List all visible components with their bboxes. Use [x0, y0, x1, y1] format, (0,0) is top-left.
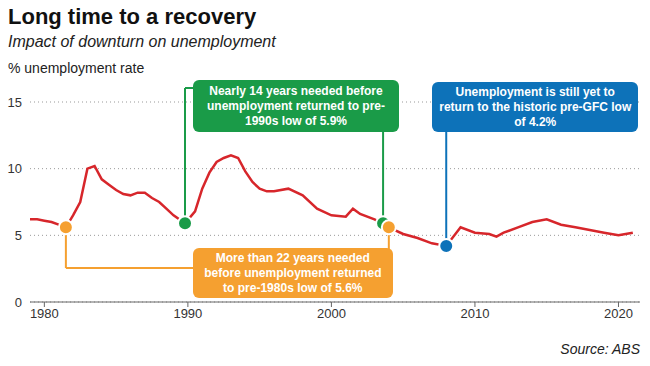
svg-text:5: 5 [15, 228, 22, 243]
svg-text:2010: 2010 [460, 306, 489, 321]
svg-text:10: 10 [8, 161, 22, 176]
svg-text:2020: 2020 [604, 306, 633, 321]
svg-text:2000: 2000 [317, 306, 346, 321]
html-text:Source: ABS: Source: ABS [560, 341, 640, 357]
svg-text:1990: 1990 [173, 306, 202, 321]
html-text:More than 22 years needed befo: More than 22 years needed before unemplo… [204, 250, 382, 295]
html-text:Unemployment is still yet to r: Unemployment is still yet to return to t… [439, 84, 632, 129]
svg-text:0: 0 [15, 295, 22, 310]
svg-text:1980: 1980 [30, 306, 59, 321]
html-text:Impact of downturn on unemploy: Impact of downturn on unemployment [8, 33, 276, 50]
html-text:% unemployment rate: % unemployment rate [8, 60, 145, 76]
svg-text:15: 15 [8, 95, 22, 110]
html-text:Long time to a recovery: Long time to a recovery [8, 4, 257, 29]
html-text:Nearly 14 years needed before: Nearly 14 years needed before unemployme… [207, 83, 385, 128]
